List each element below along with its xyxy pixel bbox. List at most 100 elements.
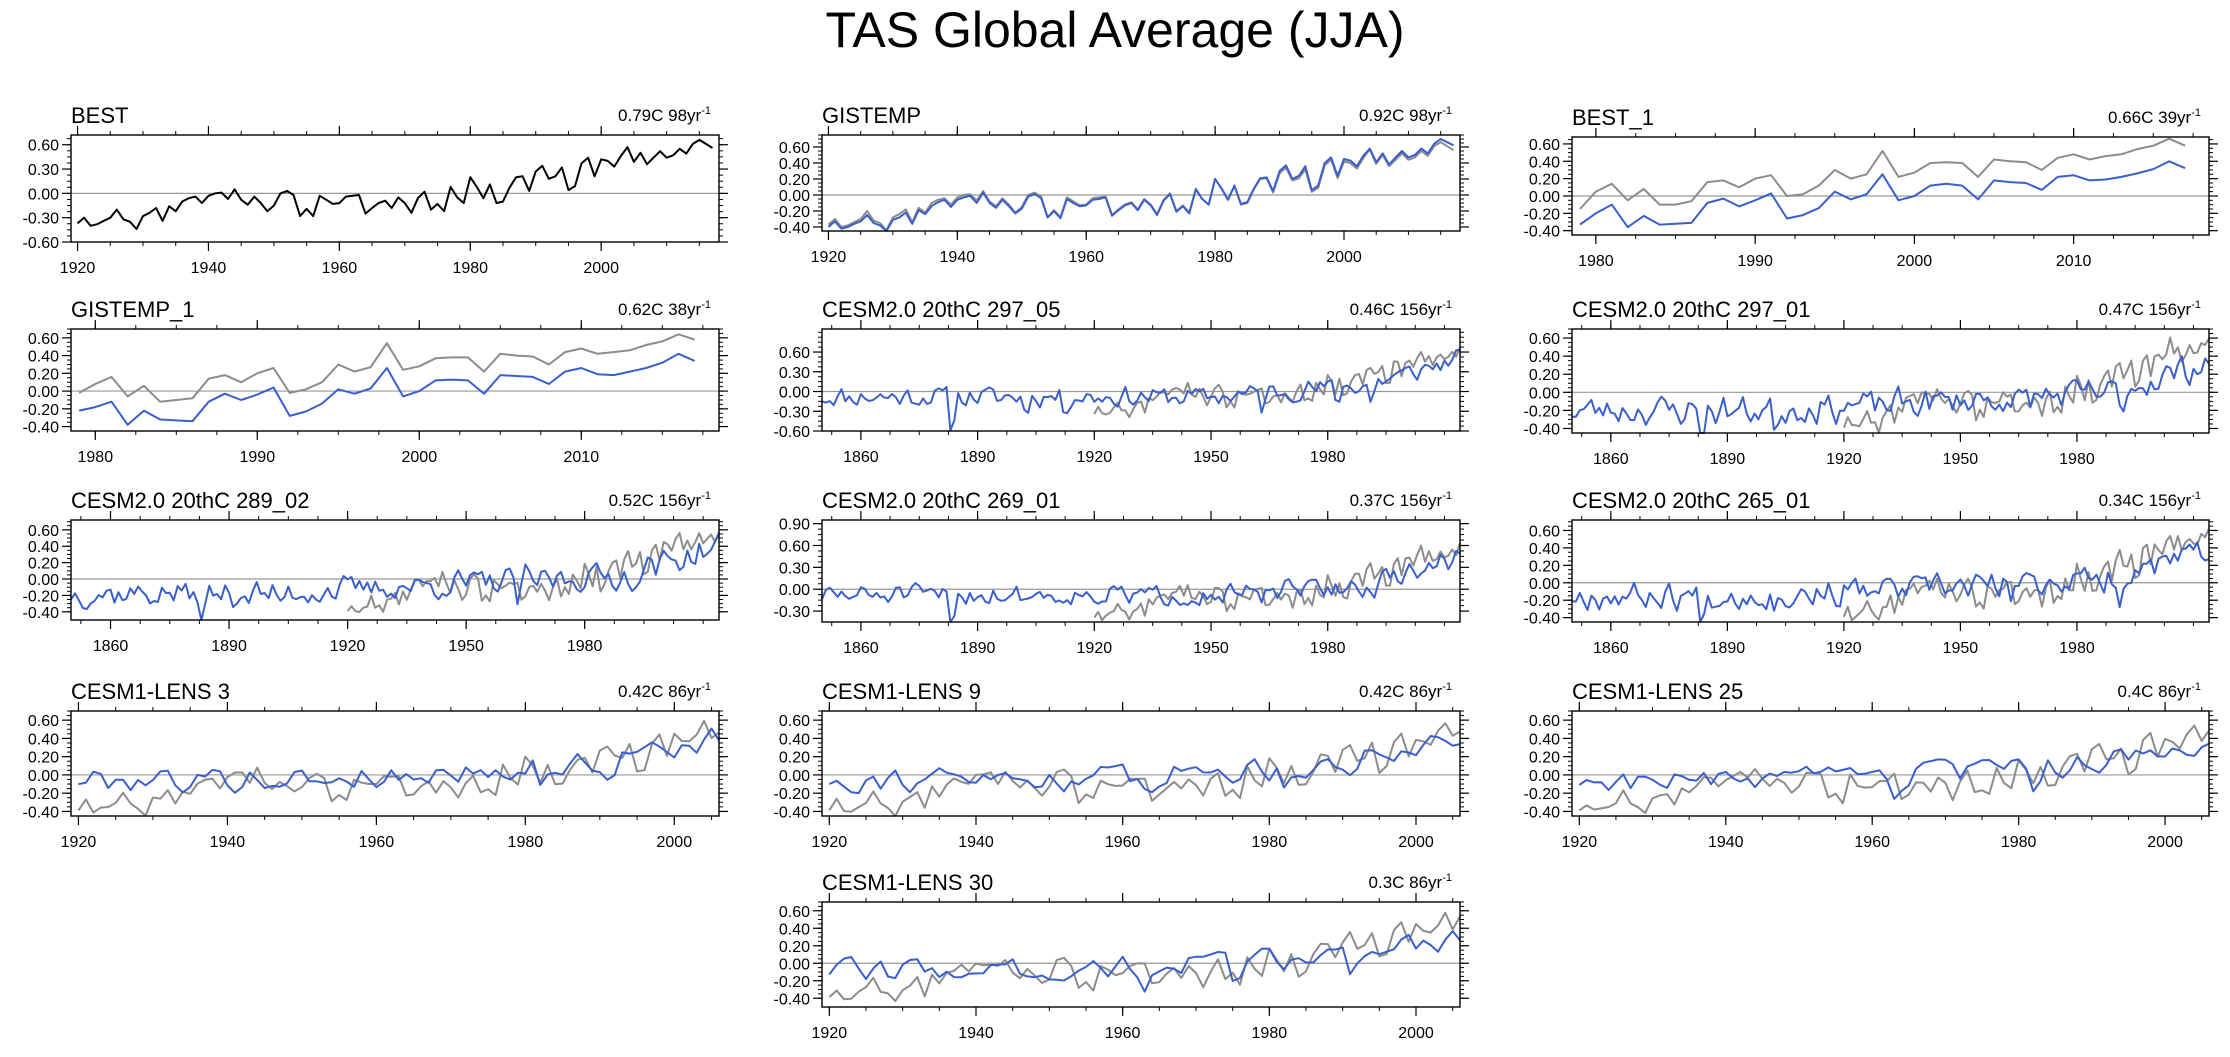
x-tick-label: 1980: [508, 834, 544, 851]
x-tick-label: 1960: [359, 834, 395, 851]
y-tick-label: 0.40: [28, 349, 59, 366]
y-tick-label: 0.20: [779, 750, 810, 767]
y-tick-label: -0.20: [1524, 786, 1561, 803]
y-tick-label: 0.20: [1529, 558, 1560, 575]
series-line-model: [828, 930, 1461, 993]
panel-trend: 0.62C 38yr-1: [618, 299, 711, 319]
plot-frame: [821, 710, 1461, 817]
plot-frame: [1571, 328, 2210, 434]
trend-exponent: -1: [701, 681, 711, 693]
x-tick-label: 1980: [2059, 451, 2095, 468]
x-tick-label: 1990: [240, 449, 276, 466]
y-tick-label: 0.00: [28, 768, 59, 785]
series-line-reference: [78, 333, 696, 403]
trend-exponent: -1: [2191, 299, 2201, 311]
y-tick-label: 0.20: [28, 556, 59, 573]
trend-exponent: -1: [1442, 490, 1452, 502]
plot-frame: [1571, 136, 2210, 236]
y-tick-label: -0.40: [23, 804, 60, 821]
panel-title: CESM1-LENS 3: [71, 679, 230, 704]
panel-2: BEST_1 0.66C 39yr-1 -0.40-0.200.000.200.40…: [1524, 105, 2218, 270]
y-tick-label: 0.20: [28, 366, 59, 383]
y-tick-label: -0.40: [23, 605, 60, 622]
x-tick-label: 1890: [960, 449, 996, 466]
x-tick-label: 2000: [583, 260, 619, 277]
series-line-reference: [1093, 542, 1461, 622]
y-tick-label: 0.00: [779, 188, 810, 205]
x-tick-label: 1950: [1943, 640, 1979, 657]
y-tick-label: -0.30: [774, 604, 811, 621]
x-tick-label: 1980: [1310, 640, 1346, 657]
panel-12: CESM1-LENS 30 0.3C 86yr-1-0.40-0.200.000.…: [774, 870, 1469, 1042]
y-tick-label: 0.60: [1529, 137, 1560, 154]
x-tick-label: 1920: [1826, 451, 1862, 468]
y-tick-label: -0.40: [23, 420, 60, 437]
plot-frame: [70, 710, 720, 817]
x-tick-label: 1940: [958, 1025, 994, 1042]
panel-title: CESM1-LENS 30: [822, 870, 993, 895]
panel-trend: 0.3C 86yr-1: [1369, 872, 1452, 892]
panel-trend: 0.42C 86yr-1: [618, 681, 711, 701]
figure-title: TAS Global Average (JJA): [825, 2, 1405, 58]
y-tick-label: 0.20: [1529, 172, 1560, 189]
y-tick-label: 0.00: [779, 385, 810, 402]
y-tick-label: 0.00: [779, 582, 810, 599]
series-line-obs: [76, 138, 714, 230]
x-tick-label: 1980: [2001, 834, 2037, 851]
y-tick-label: 0.30: [779, 365, 810, 382]
panel-title: CESM1-LENS 25: [1572, 679, 1743, 704]
panel-trend: 0.52C 156yr-1: [609, 490, 711, 510]
panel-3: GISTEMP_1 0.62C 38yr-1-0.40-0.200.000.200…: [23, 297, 728, 466]
x-tick-label: 1860: [1593, 640, 1629, 657]
panel-title: CESM2.0 20thC 269_01: [822, 488, 1061, 513]
y-tick-label: 0.00: [28, 572, 59, 589]
y-tick-label: 0.60: [779, 140, 810, 157]
y-tick-label: -0.20: [23, 786, 60, 803]
x-tick-label: 1920: [60, 260, 96, 277]
x-tick-label: 1920: [1077, 640, 1113, 657]
y-tick-label: -0.40: [774, 804, 811, 821]
panel-11: CESM1-LENS 25 0.4C 86yr-1-0.40-0.200.000.…: [1524, 679, 2218, 851]
panel-title: CESM2.0 20thC 297_05: [822, 297, 1061, 322]
panel-title: BEST_1: [1572, 105, 1654, 130]
panel-trend: 0.37C 156yr-1: [1350, 490, 1452, 510]
series-line-reference: [828, 911, 1461, 1003]
series-line-model: [1571, 355, 2210, 434]
x-tick-label: 1890: [211, 638, 247, 655]
x-tick-label: 1950: [448, 638, 484, 655]
x-tick-label: 1890: [1710, 640, 1746, 657]
y-tick-label: -0.20: [774, 204, 811, 221]
x-tick-label: 2010: [2056, 253, 2092, 270]
series-line-reference: [346, 531, 720, 613]
y-tick-label: -0.30: [774, 404, 811, 421]
x-tick-label: 1960: [1068, 249, 1104, 266]
trend-exponent: -1: [2191, 490, 2201, 502]
panel-trend: 0.46C 156yr-1: [1350, 299, 1452, 319]
trend-exponent: -1: [2191, 681, 2201, 693]
x-tick-label: 1940: [958, 834, 994, 851]
panel-trend: 0.42C 86yr-1: [1359, 681, 1452, 701]
panel-6: CESM2.0 20thC 289_02 0.52C 156yr-1 -0.40-0…: [23, 488, 728, 655]
series-line-model: [827, 138, 1455, 232]
x-tick-label: 1950: [1193, 449, 1229, 466]
y-tick-label: 0.40: [1529, 731, 1560, 748]
y-tick-label: -0.40: [1524, 421, 1561, 438]
y-tick-label: -0.60: [774, 424, 811, 441]
y-tick-label: -0.20: [23, 402, 60, 419]
x-tick-label: 1920: [1077, 449, 1113, 466]
x-tick-label: 1890: [960, 640, 996, 657]
y-tick-label: 0.60: [1529, 523, 1560, 540]
y-tick-label: 0.20: [28, 750, 59, 767]
y-tick-label: 0.40: [779, 921, 810, 938]
series-line-reference: [1842, 336, 2210, 434]
y-tick-label: -0.40: [774, 991, 811, 1008]
panel-trend: 0.66C 39yr-1: [2108, 107, 2201, 127]
panel-title: BEST: [71, 103, 128, 128]
y-tick-label: 0.00: [28, 384, 59, 401]
y-tick-label: 0.40: [1529, 154, 1560, 171]
series-line-model: [821, 550, 1461, 623]
y-tick-label: -0.40: [1524, 804, 1561, 821]
series-line-reference: [827, 141, 1455, 232]
y-tick-label: -0.20: [1524, 403, 1561, 420]
